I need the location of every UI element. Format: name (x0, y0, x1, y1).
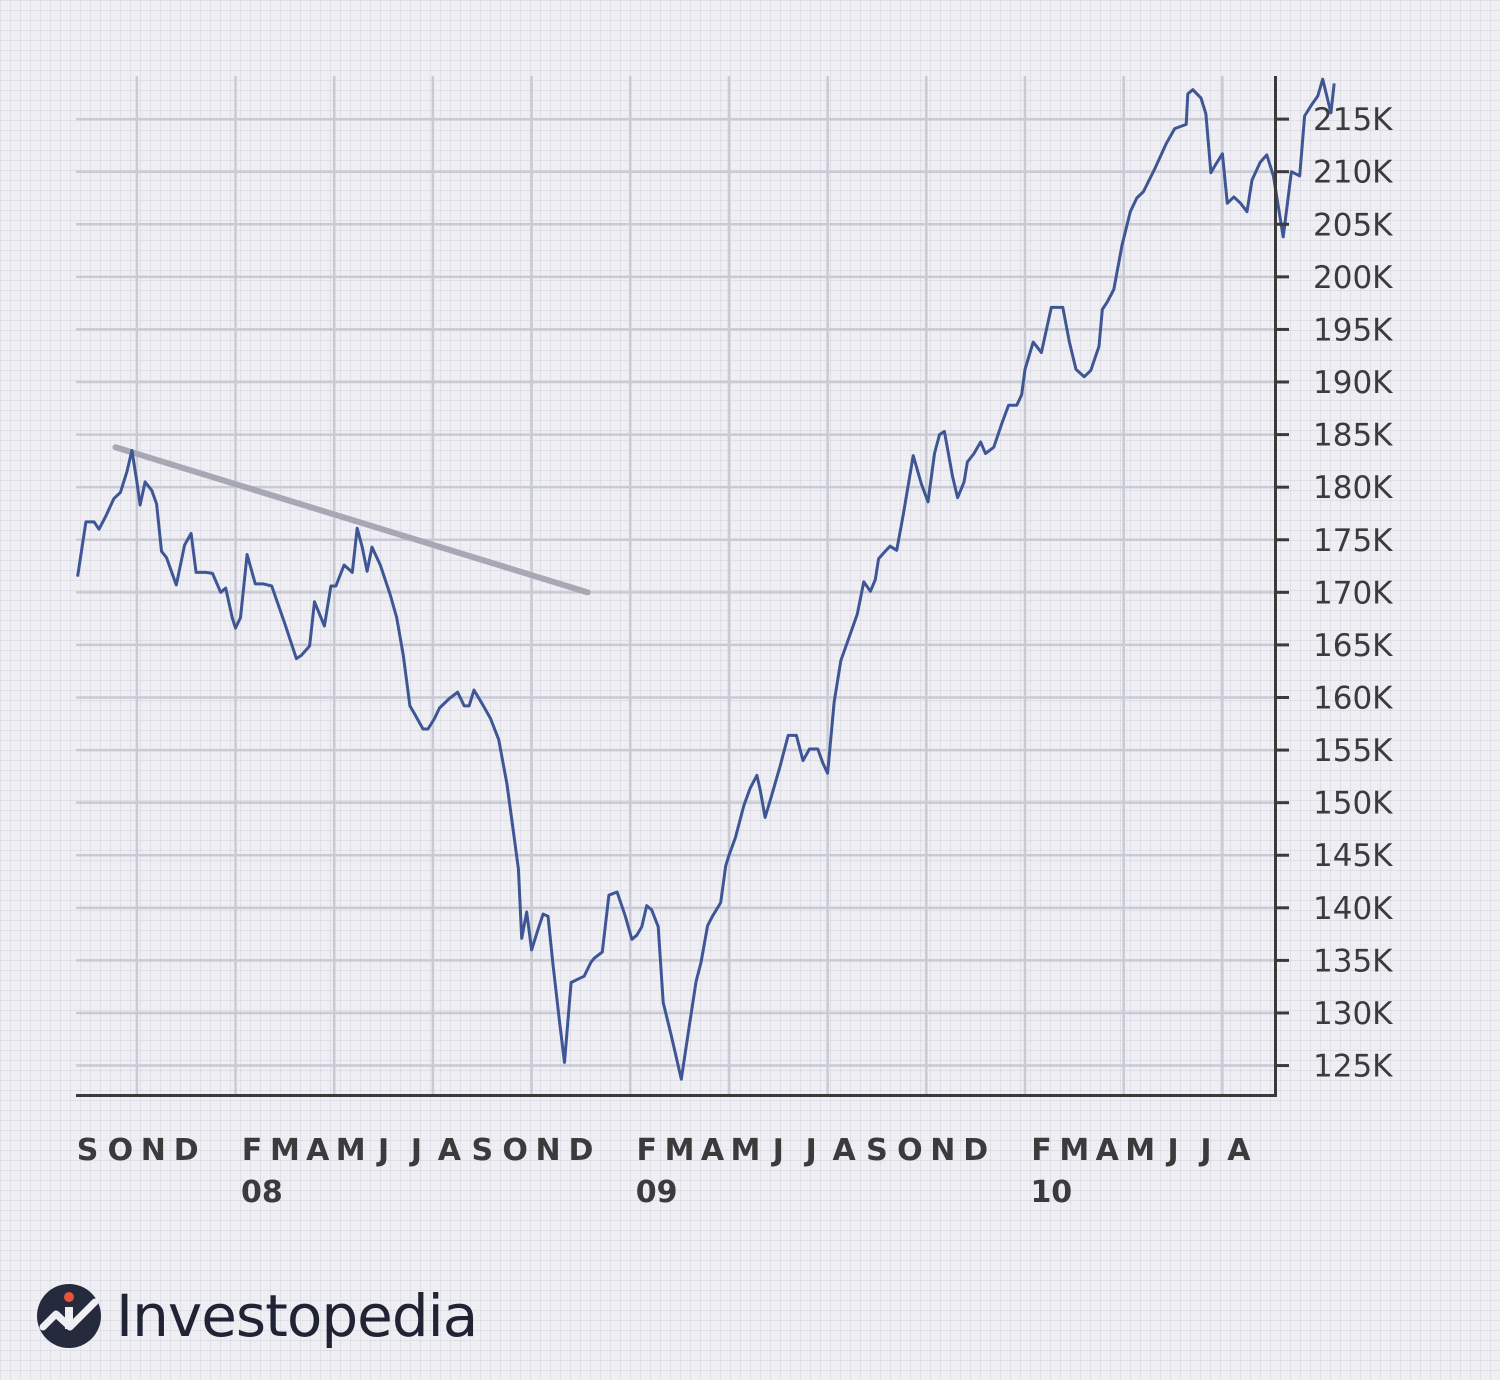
x-tick-label: J (1198, 1133, 1211, 1168)
x-tick-label: F (242, 1133, 263, 1168)
x-tick-label: A (306, 1133, 330, 1168)
y-tick-label: 160K (1313, 680, 1393, 716)
x-tick-label: A (1096, 1133, 1120, 1168)
price-series-line (76, 77, 1336, 1081)
x-tick-label: D (963, 1133, 988, 1168)
x-tick-label: M (730, 1133, 760, 1168)
y-tick-label: 170K (1313, 575, 1393, 611)
grid (76, 76, 1275, 1095)
x-tick-label: S (471, 1133, 493, 1168)
y-tick-label: 205K (1313, 207, 1393, 243)
x-tick-label: J (804, 1133, 817, 1168)
y-tick-label: 125K (1313, 1049, 1393, 1085)
x-tick-label: M (1059, 1133, 1089, 1168)
y-tick-label: 200K (1313, 260, 1393, 296)
x-tick-label: A (438, 1133, 462, 1168)
x-tick-label: D (568, 1133, 593, 1168)
x-tick-label: O (897, 1133, 923, 1168)
x-axis-ticks: S O N D F M A M J J A S O N D F M A M J J A S O N D F M A M J J A08 09 10 (77, 1133, 1251, 1210)
y-tick-label: 215K (1313, 102, 1393, 138)
year-label: 09 (636, 1175, 678, 1210)
y-tick-label: 150K (1313, 786, 1393, 822)
x-tick-label: O (108, 1133, 134, 1168)
x-tick-label: N (930, 1133, 955, 1168)
brand-name: Investopedia (116, 1282, 478, 1350)
investopedia-logo-icon (37, 1284, 101, 1348)
y-tick-label: 180K (1313, 470, 1393, 506)
y-tick-label: 210K (1313, 155, 1393, 191)
y-tick-label: 155K (1313, 733, 1393, 769)
y-tick-label: 135K (1313, 943, 1393, 979)
chart-lines (76, 77, 1336, 1081)
x-tick-label: D (174, 1133, 199, 1168)
y-tick-label: 130K (1313, 996, 1393, 1032)
x-tick-label: N (141, 1133, 166, 1168)
y-tick-label: 195K (1313, 312, 1393, 348)
x-tick-label: J (376, 1133, 389, 1168)
x-tick-label: O (502, 1133, 528, 1168)
x-tick-label: J (409, 1133, 422, 1168)
y-tick-label: 175K (1313, 523, 1393, 559)
x-tick-label: A (832, 1133, 856, 1168)
x-tick-label: M (336, 1133, 366, 1168)
x-tick-label: S (77, 1133, 99, 1168)
y-tick-label: 190K (1313, 365, 1393, 401)
year-label: 10 (1030, 1175, 1072, 1210)
axes (76, 76, 1277, 1097)
year-label: 08 (241, 1175, 283, 1210)
x-tick-label: S (866, 1133, 888, 1168)
y-tick-label: 165K (1313, 628, 1393, 664)
x-tick-label: A (1227, 1133, 1251, 1168)
x-tick-label: F (636, 1133, 657, 1168)
x-tick-label: J (1165, 1133, 1178, 1168)
x-tick-label: M (665, 1133, 695, 1168)
y-axis-ticks: 125K 130K 135K 140K 145K 150K 155K 160K 165K 170K… (1275, 102, 1393, 1085)
y-tick-label: 140K (1313, 891, 1393, 927)
x-tick-label: M (1125, 1133, 1155, 1168)
x-tick-label: M (270, 1133, 300, 1168)
trend-line (112, 444, 591, 596)
y-tick-label: 145K (1313, 838, 1393, 874)
x-tick-label: N (535, 1133, 560, 1168)
brand-logo: Investopedia (36, 1281, 478, 1351)
x-tick-label: J (771, 1133, 784, 1168)
x-tick-label: F (1031, 1133, 1052, 1168)
x-tick-label: A (701, 1133, 725, 1168)
y-tick-label: 185K (1313, 418, 1393, 454)
